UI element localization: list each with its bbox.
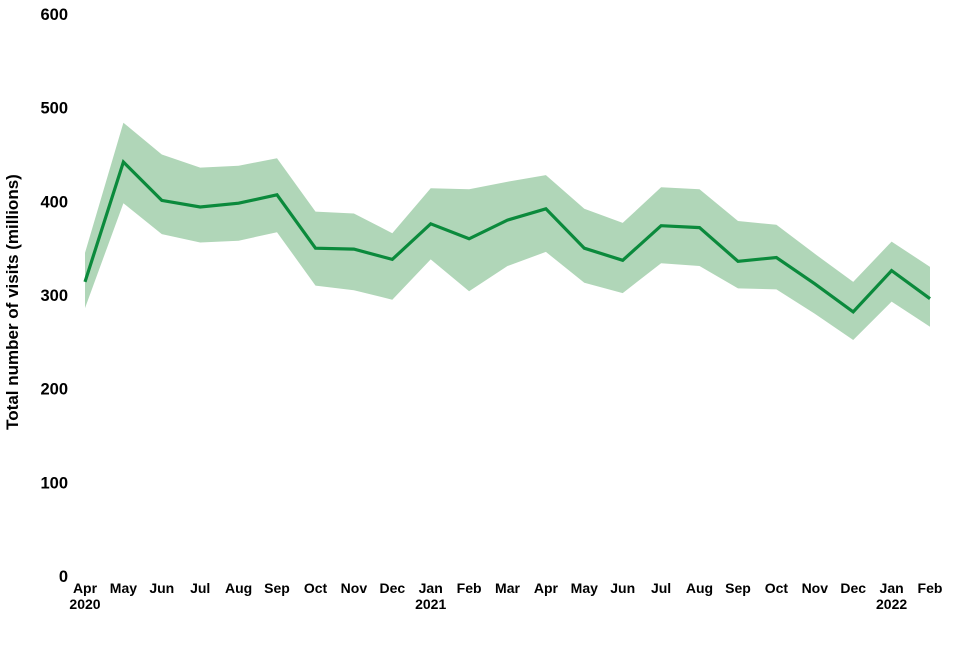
x-year-label: 2022 xyxy=(876,596,907,612)
x-tick-label: Aug xyxy=(686,580,713,596)
y-axis-title: Total number of visits (millions) xyxy=(3,174,22,430)
x-year-label: 2020 xyxy=(69,596,100,612)
x-tick-label: Nov xyxy=(341,580,368,596)
x-tick-label: May xyxy=(110,580,137,596)
x-tick-label: Dec xyxy=(379,580,405,596)
x-tick-label: Apr xyxy=(73,580,98,596)
y-tick-label: 300 xyxy=(40,287,68,305)
y-tick-label: 100 xyxy=(40,474,68,492)
confidence-band xyxy=(85,122,930,340)
x-tick-label: Oct xyxy=(765,580,789,596)
x-tick-label: Jan xyxy=(419,580,443,596)
x-tick-label: Aug xyxy=(225,580,252,596)
x-tick-label: May xyxy=(571,580,598,596)
x-tick-label: Feb xyxy=(457,580,482,596)
x-tick-label: Jul xyxy=(651,580,671,596)
x-tick-label: Dec xyxy=(840,580,866,596)
y-axis-tick-labels: 0 100 200 300 400 500 600 xyxy=(40,6,68,586)
x-tick-label: Feb xyxy=(918,580,943,596)
x-tick-label: Apr xyxy=(534,580,559,596)
x-year-label: 2021 xyxy=(415,596,446,612)
visits-line xyxy=(83,159,931,315)
x-tick-label: Oct xyxy=(304,580,328,596)
x-tick-label: Sep xyxy=(725,580,751,596)
y-tick-label: 0 xyxy=(59,568,68,586)
x-tick-label: Mar xyxy=(495,580,520,596)
x-tick-label: Jul xyxy=(190,580,210,596)
y-tick-label: 200 xyxy=(40,381,68,399)
x-tick-label: Jun xyxy=(610,580,635,596)
y-tick-label: 600 xyxy=(40,6,68,24)
y-tick-label: 500 xyxy=(40,100,68,118)
x-tick-label: Jan xyxy=(880,580,904,596)
x-tick-label: Sep xyxy=(264,580,290,596)
x-tick-label: Nov xyxy=(802,580,829,596)
x-tick-label: Jun xyxy=(149,580,174,596)
y-tick-label: 400 xyxy=(40,193,68,211)
